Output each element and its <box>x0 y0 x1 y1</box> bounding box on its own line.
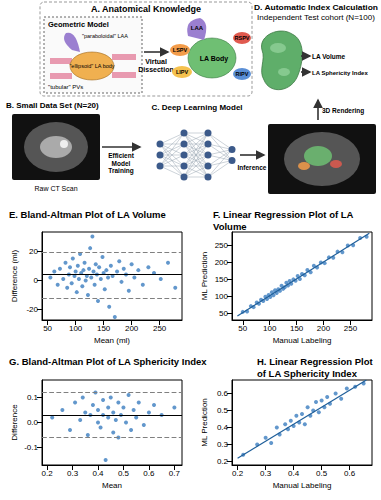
svg-text:100: 100 <box>215 292 229 301</box>
svg-text:"ellipsoid" LA body: "ellipsoid" LA body <box>69 63 114 69</box>
svg-text:ML Prediction: ML Prediction <box>200 398 209 447</box>
svg-text:0.4: 0.4 <box>92 469 104 478</box>
svg-text:-0.1: -0.1 <box>24 443 38 452</box>
svg-text:LSPV: LSPV <box>173 47 188 53</box>
svg-text:0.6: 0.6 <box>344 469 356 478</box>
svg-text:50: 50 <box>43 324 52 333</box>
svg-text:"tubular" PVs: "tubular" PVs <box>48 84 83 90</box>
svg-text:Manual Labeling: Manual Labeling <box>273 336 332 345</box>
svg-text:50: 50 <box>238 324 247 333</box>
svg-text:-20: -20 <box>26 305 38 314</box>
svg-text:D. Automatic Index Calculation: D. Automatic Index Calculation <box>254 3 378 12</box>
svg-text:LA Sphericity Index: LA Sphericity Index <box>312 70 368 76</box>
svg-text:0.1: 0.1 <box>27 393 39 402</box>
svg-text:LAA: LAA <box>191 25 204 31</box>
svg-text:0.5: 0.5 <box>217 406 229 415</box>
svg-text:0.7: 0.7 <box>169 469 181 478</box>
svg-text:250: 250 <box>344 324 358 333</box>
svg-text:RSPV: RSPV <box>235 35 250 41</box>
svg-text:Mean: Mean <box>102 481 122 490</box>
svg-text:0.5: 0.5 <box>118 469 130 478</box>
svg-text:Geometric Model: Geometric Model <box>48 20 109 29</box>
svg-text:EfficientModelTraining: EfficientModelTraining <box>108 152 134 175</box>
svg-text:Manual Labeling: Manual Labeling <box>273 481 332 490</box>
svg-text:250: 250 <box>215 241 229 250</box>
svg-text:0: 0 <box>34 276 39 285</box>
svg-text:0.2: 0.2 <box>42 469 54 478</box>
svg-text:0.5: 0.5 <box>316 469 328 478</box>
svg-text:0.4: 0.4 <box>217 423 229 432</box>
svg-text:0.0: 0.0 <box>27 418 39 427</box>
svg-text:G. Bland-Altman Plot of LA Sph: G. Bland-Altman Plot of LA Sphericity In… <box>9 356 207 367</box>
svg-text:VirtualDissection: VirtualDissection <box>138 58 173 73</box>
svg-text:0.3: 0.3 <box>260 469 272 478</box>
svg-text:LA Body: LA Body <box>200 55 229 63</box>
svg-text:200: 200 <box>317 324 331 333</box>
svg-text:150: 150 <box>290 324 304 333</box>
svg-text:50: 50 <box>219 309 228 318</box>
svg-text:Independent Test cohort (N=100: Independent Test cohort (N=100) <box>257 14 375 22</box>
svg-text:Raw CT Scan: Raw CT Scan <box>34 185 77 192</box>
svg-text:0.3: 0.3 <box>67 469 79 478</box>
svg-text:Difference: Difference <box>10 404 19 441</box>
svg-text:E. Bland-Altman Plot of LA Vol: E. Bland-Altman Plot of LA Volume <box>9 209 166 220</box>
svg-text:150: 150 <box>215 275 229 284</box>
svg-text:250: 250 <box>153 324 167 333</box>
svg-text:0.3: 0.3 <box>217 440 229 449</box>
svg-text:"paraboloidal" LAA: "paraboloidal" LAA <box>82 33 128 39</box>
svg-text:C. Deep Learning Model: C. Deep Learning Model <box>151 103 242 112</box>
svg-text:100: 100 <box>263 324 277 333</box>
svg-text:Difference (ml): Difference (ml) <box>10 250 19 303</box>
svg-text:0.2: 0.2 <box>217 457 229 466</box>
svg-text:20: 20 <box>29 247 38 256</box>
svg-text:0.6: 0.6 <box>217 389 229 398</box>
svg-text:200: 200 <box>215 258 229 267</box>
svg-text:ML Prediction: ML Prediction <box>200 252 209 301</box>
svg-text:RIPV: RIPV <box>236 71 249 77</box>
svg-text:LIPV: LIPV <box>176 69 189 75</box>
svg-text:F. Linear Regression Plot of L: F. Linear Regression Plot of LA <box>213 209 356 220</box>
svg-text:H. Linear Regression Plot: H. Linear Regression Plot <box>257 356 375 367</box>
svg-text:0.2: 0.2 <box>232 469 244 478</box>
svg-text:0.4: 0.4 <box>288 469 300 478</box>
svg-text:200: 200 <box>125 324 139 333</box>
svg-text:of LA Sphericity Index: of LA Sphericity Index <box>257 368 358 379</box>
svg-text:LA Volume: LA Volume <box>312 53 346 60</box>
svg-text:100: 100 <box>69 324 83 333</box>
svg-text:0.6: 0.6 <box>143 469 155 478</box>
svg-text:3D Rendering: 3D Rendering <box>322 107 364 115</box>
svg-text:Inference: Inference <box>238 164 267 171</box>
svg-text:A. Anatomical Knowledge: A. Anatomical Knowledge <box>91 4 201 14</box>
svg-text:B. Small Data Set (N=20): B. Small Data Set (N=20) <box>6 101 99 110</box>
svg-text:Mean (ml): Mean (ml) <box>94 336 130 345</box>
svg-text:150: 150 <box>97 324 111 333</box>
svg-text:Volume: Volume <box>213 221 247 232</box>
